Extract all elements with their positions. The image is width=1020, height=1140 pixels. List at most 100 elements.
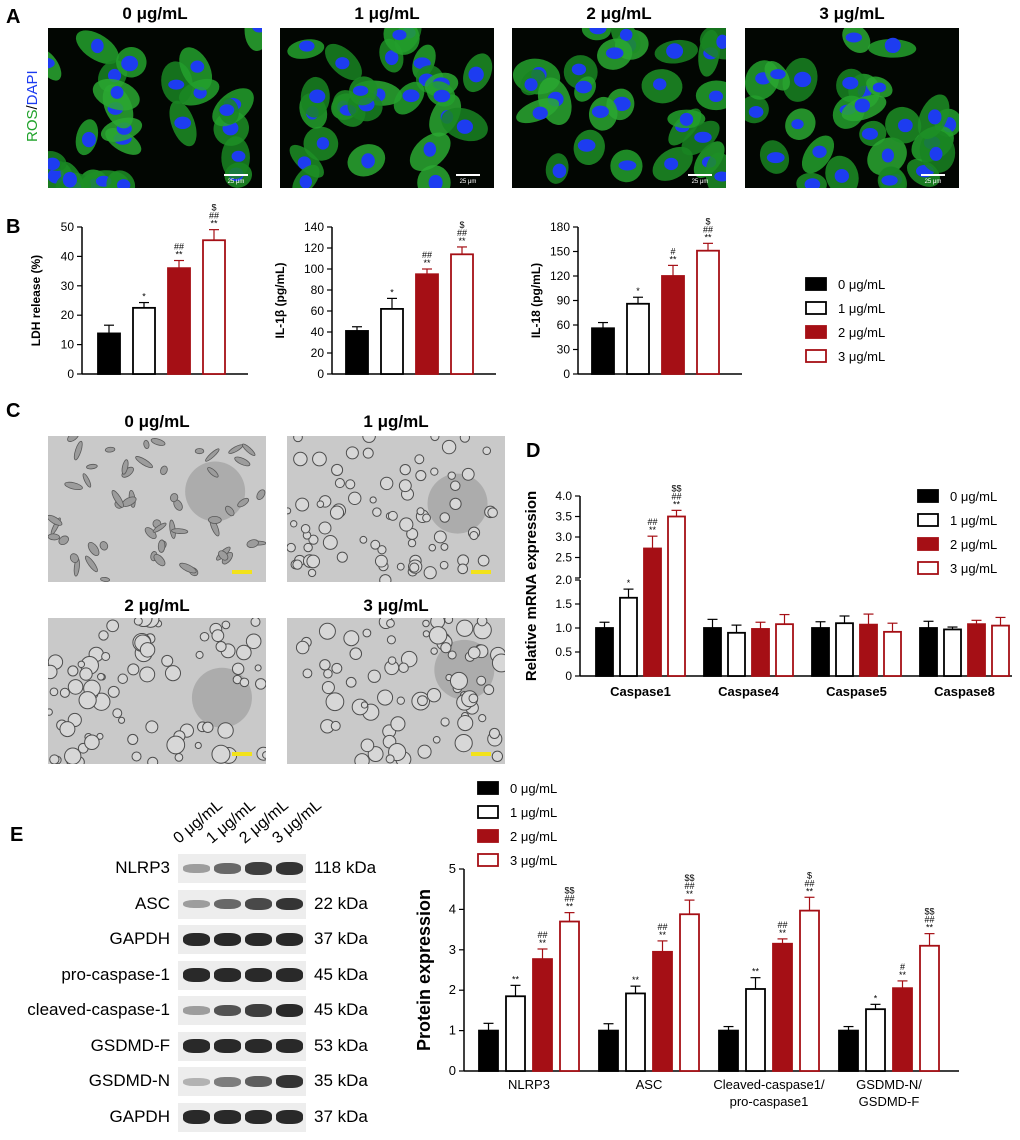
- cell-spindle: [48, 514, 63, 526]
- ros-dapi-separator: /: [24, 105, 41, 110]
- cell-round: [221, 620, 231, 630]
- cell-nucleus: [168, 79, 185, 90]
- significance-mark: $$: [684, 873, 694, 883]
- blot-band: [245, 968, 272, 982]
- legend-swatch: [477, 781, 499, 795]
- cell-round: [387, 510, 398, 521]
- bar: [559, 920, 580, 1072]
- cell-nucleus: [62, 171, 77, 188]
- y-tick-label: 0: [449, 1063, 456, 1078]
- x-category-label: GSDMD-F: [859, 1094, 920, 1109]
- significance-mark: #: [670, 246, 675, 256]
- ros-image-1: 25 μm: [280, 28, 494, 188]
- significance-mark: ##: [209, 211, 219, 221]
- significance-mark: ##: [422, 250, 432, 260]
- cell-spindle: [241, 443, 256, 456]
- cell-round: [407, 538, 417, 548]
- panel-c-title-0: 0 μg/mL: [124, 412, 190, 431]
- bar: [943, 628, 962, 677]
- cell-round: [449, 671, 468, 690]
- cell-spindle: [84, 555, 98, 573]
- cell-spindle: [82, 473, 92, 488]
- cell-nucleus: [589, 28, 607, 35]
- cell-round: [476, 618, 488, 627]
- significance-mark: **: [686, 889, 694, 899]
- bar: [97, 332, 121, 375]
- bar: [775, 623, 794, 677]
- cell-round: [131, 751, 142, 762]
- scale-bar: [232, 752, 252, 756]
- cell-round: [360, 701, 369, 709]
- cell-round: [107, 685, 120, 698]
- cell-round: [349, 647, 363, 660]
- x-category-label: pro-caspase1: [730, 1094, 809, 1109]
- cell-nucleus: [392, 29, 407, 41]
- bar: [505, 995, 526, 1072]
- blot-kda-label: 118 kDa: [314, 858, 377, 877]
- cell-nucleus: [929, 146, 943, 161]
- brightfield-image-2: [48, 618, 266, 764]
- dapi-label: DAPI: [24, 70, 41, 106]
- cell-round: [306, 554, 321, 569]
- cell-round: [483, 684, 495, 696]
- ros-image-2: 25 μm: [512, 28, 726, 188]
- blot-protein-label: pro-caspase-1: [61, 964, 170, 984]
- y-tick-label: 0: [67, 367, 74, 381]
- cell-round: [166, 735, 186, 755]
- legend-label: 3 μg/mL: [950, 561, 997, 576]
- significance-mark: **: [458, 236, 466, 246]
- cell-spindle: [104, 446, 116, 453]
- y-tick-label: 30: [557, 343, 571, 357]
- blot-band: [214, 863, 241, 874]
- significance-mark: **: [673, 499, 681, 509]
- bar: [696, 249, 720, 375]
- cell-round: [199, 631, 210, 642]
- cell-nucleus: [524, 78, 538, 91]
- cell-round: [482, 446, 492, 456]
- blot-band: [245, 1004, 272, 1017]
- cell-round: [399, 517, 414, 532]
- cell-nucleus: [881, 175, 898, 186]
- significance-mark: **: [899, 970, 907, 980]
- blot-band: [245, 1075, 272, 1088]
- cell-nucleus: [299, 40, 315, 52]
- cell-spindle: [237, 497, 250, 508]
- cell-round: [231, 662, 245, 676]
- y-tick-label: 1: [449, 1023, 456, 1038]
- cell-nucleus: [174, 116, 192, 130]
- cell-nucleus: [694, 131, 712, 143]
- legend-swatch: [805, 325, 827, 339]
- significance-mark: $: [459, 220, 464, 230]
- cell-round: [77, 660, 86, 669]
- brightfield-image-2-cells: [48, 618, 266, 764]
- significance-mark: **: [539, 938, 547, 948]
- y-tick-label: 1.5: [555, 597, 572, 611]
- cell-round: [461, 467, 475, 481]
- blot-protein-label: NLRP3: [115, 858, 170, 877]
- cell-round: [308, 534, 319, 545]
- panel-label-a: A: [6, 6, 21, 28]
- bar: [598, 1029, 619, 1072]
- y-tick-label: 120: [550, 269, 570, 283]
- y-tick-label: 10: [61, 338, 75, 352]
- cell-nucleus: [190, 60, 205, 73]
- cell-spindle: [100, 576, 111, 582]
- cell-round: [487, 507, 498, 518]
- y-tick-label: 0: [563, 367, 570, 381]
- cell-nucleus: [666, 43, 684, 59]
- bar: [450, 253, 474, 375]
- x-category-label: GSDMD-N/: [856, 1077, 922, 1092]
- cell-round: [447, 471, 456, 480]
- cell-round: [147, 756, 159, 764]
- cell-spindle: [135, 456, 153, 469]
- legend-swatch: [805, 349, 827, 363]
- cell-round: [457, 563, 469, 575]
- cell-nucleus: [679, 112, 694, 126]
- cell-round: [118, 716, 126, 724]
- blot-band: [245, 898, 272, 910]
- cell-round: [459, 436, 470, 443]
- cell-spindle: [48, 533, 60, 541]
- panel-label-c: C: [6, 400, 21, 422]
- cell-round: [416, 507, 425, 516]
